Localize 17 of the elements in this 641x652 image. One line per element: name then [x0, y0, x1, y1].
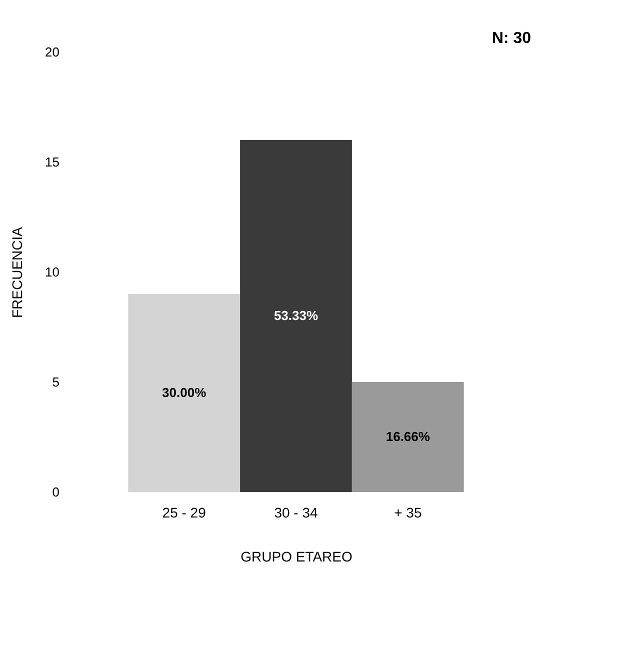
x-tick-label: + 35	[394, 504, 422, 520]
x-tick-label: 25 - 29	[162, 504, 206, 520]
bar	[128, 294, 240, 492]
x-tick-label: 30 - 34	[274, 504, 318, 520]
annotation: 30.00%	[162, 385, 207, 400]
y-axis-title: FRECUENCIA	[9, 226, 26, 318]
annotation: 53.33%	[274, 308, 318, 323]
y-tick-label: 0	[52, 484, 60, 500]
bar	[352, 382, 464, 492]
y-tick-label: 15	[45, 154, 60, 170]
bar	[240, 140, 352, 492]
y-tick-label: 10	[45, 264, 60, 280]
y-tick-label: 5	[52, 374, 60, 390]
annotation: 16.66%	[386, 429, 430, 444]
x-axis-title: GRUPO ETAREO	[240, 548, 352, 564]
y-tick-label: 20	[45, 44, 60, 60]
text: N: 30	[492, 30, 532, 47]
